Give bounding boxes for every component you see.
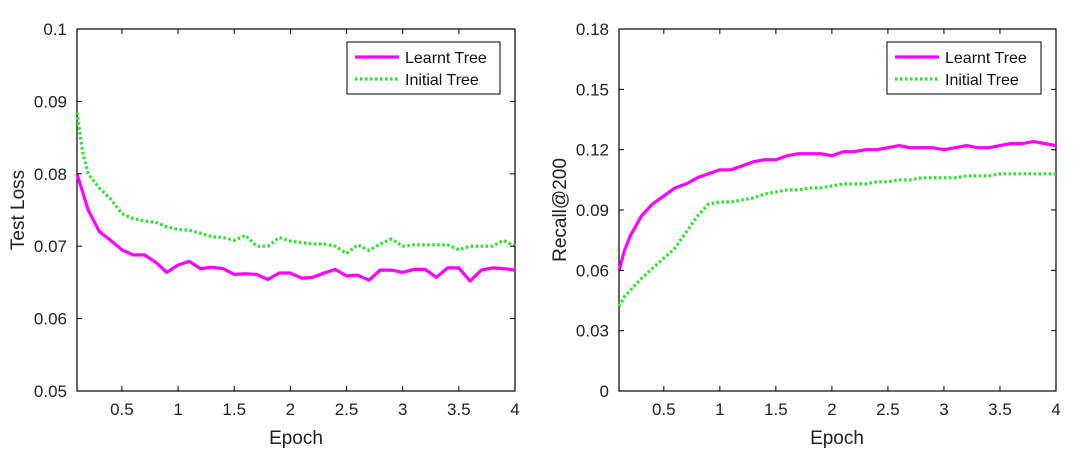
x-tick-label: 2.5	[876, 400, 900, 419]
x-tick-label: 0.5	[110, 400, 134, 419]
y-tick-label: 0	[600, 382, 609, 401]
test-loss-chart: 0.5 1 1.5 2 2.5 3 3.5 40.050.060.070.080.090.1 …	[8, 20, 520, 449]
x-tick-label: 1.5	[764, 400, 788, 419]
x-axis-label: Epoch	[269, 428, 323, 449]
x-tick-label: 1	[173, 400, 182, 419]
x-tick-label: 0.5	[652, 400, 676, 419]
x-tick-label: 3	[398, 400, 407, 419]
y-tick-label: 0.05	[34, 382, 67, 401]
series-line-initial-tree	[75, 112, 516, 255]
legend: Learnt Tree Initial Tree	[346, 41, 501, 95]
y-tick-label: 0.09	[34, 92, 67, 111]
x-tick-label: 2	[827, 400, 836, 419]
series-line-learnt-tree	[75, 173, 516, 283]
y-tick-label: 0.08	[34, 165, 67, 184]
x-tick-label: 1.5	[222, 400, 246, 419]
y-tick-label: 0.06	[576, 261, 609, 280]
y-axis-label: Recall@200	[550, 158, 571, 262]
x-tick-label: 2.5	[335, 400, 359, 419]
x-tick-label: 4	[510, 400, 519, 419]
x-tick-label: 4	[1051, 400, 1060, 419]
x-tick-label: 3.5	[988, 400, 1012, 419]
y-tick-label: 0.07	[34, 237, 67, 256]
x-tick-label: 3	[939, 400, 948, 419]
x-tick-label: 1	[715, 400, 724, 419]
legend-label-learnt: Learnt Tree	[945, 50, 1027, 67]
legend: Learnt Tree Initial Tree	[886, 41, 1042, 95]
series-line-initial-tree	[617, 172, 1056, 308]
series-line-learnt-tree	[617, 140, 1057, 271]
legend-box	[346, 41, 501, 95]
legend-label-initial: Initial Tree	[945, 72, 1019, 89]
y-tick-label: 0.03	[576, 322, 609, 341]
y-axis-label: Test Loss	[8, 170, 29, 250]
recall-chart: 0.5 1 1.5 2 2.5 3 3.5 4 0 0.03 0.06 0.09 0.12 0.15 0.1…	[550, 20, 1061, 449]
legend-label-learnt: Learnt Tree	[405, 50, 487, 67]
y-tick-label: 0.06	[34, 310, 67, 329]
legend-box	[886, 41, 1042, 95]
x-tick-label: 3.5	[447, 400, 471, 419]
legend-label-initial: Initial Tree	[405, 72, 479, 89]
y-tick-label: 0.12	[576, 141, 609, 160]
y-tick-label: 0.15	[576, 80, 609, 99]
x-tick-label: 2	[286, 400, 295, 419]
y-tick-label: 0.09	[576, 201, 609, 220]
y-tick-label: 0.1	[43, 20, 67, 39]
y-tick-label: 0.18	[576, 20, 609, 39]
x-axis-label: Epoch	[810, 428, 864, 449]
